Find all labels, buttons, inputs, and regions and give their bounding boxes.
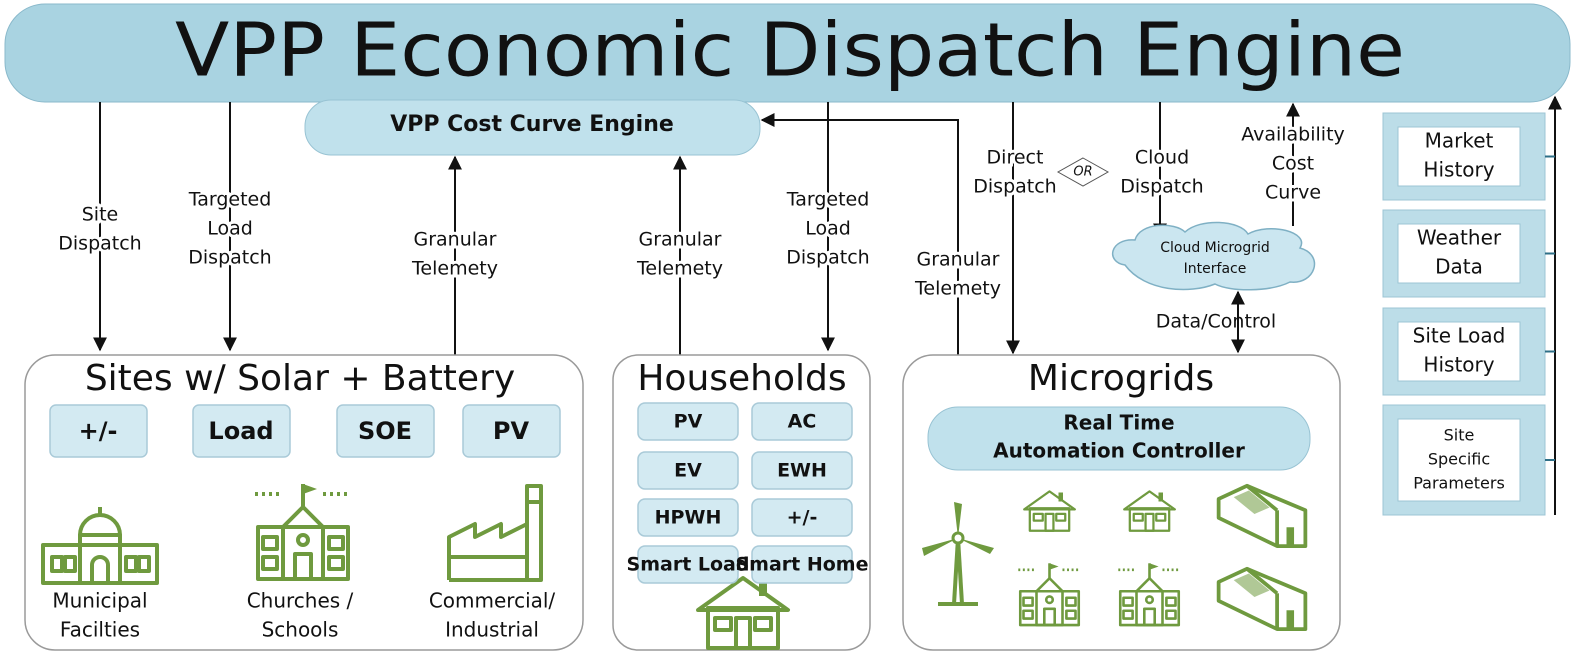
flow-label: Dispatch <box>58 233 141 255</box>
tile-label: HPWH <box>655 507 722 529</box>
flow-label: Dispatch <box>1120 176 1203 198</box>
input-label: Weather <box>1417 226 1502 250</box>
flow-label: Targeted <box>786 189 870 211</box>
flow-label: Site <box>82 204 118 226</box>
tile-label: Smart Home <box>735 554 868 576</box>
flow-label: Dispatch <box>786 247 869 269</box>
cost-curve-label: VPP Cost Curve Engine <box>390 112 674 137</box>
tile-label: SOE <box>358 417 412 445</box>
site-label: Industrial <box>445 618 539 642</box>
flow-label: Telemety <box>411 258 498 280</box>
input-label: Site <box>1444 426 1475 445</box>
or-label: OR <box>1073 165 1092 180</box>
tile-label: PV <box>493 417 530 445</box>
flow-label: Dispatch <box>188 247 271 269</box>
tile-label: EV <box>674 460 702 482</box>
input-label: Site Load <box>1413 324 1506 348</box>
flow-label: Granular <box>917 249 1000 271</box>
page: {"header": {"title": "VPP Economic Dispa… <box>0 0 1575 661</box>
tile-label: +/- <box>787 507 818 529</box>
flow-label: Telemety <box>636 258 723 280</box>
flow-label: Curve <box>1265 182 1321 204</box>
title: VPP Economic Dispatch Engine <box>175 8 1405 94</box>
diagram: VPP Economic Dispatch Engine VPP Cost Cu… <box>0 0 1575 661</box>
controller-label: Automation Controller <box>993 439 1245 463</box>
cloud-label: Cloud Microgrid <box>1160 240 1270 256</box>
input-label: Market <box>1425 129 1494 153</box>
flow-label: Load <box>805 218 851 240</box>
input-label: Data <box>1435 255 1483 279</box>
flow-label: Load <box>207 218 253 240</box>
site-label: Municipal <box>52 589 147 613</box>
flow-label: Dispatch <box>973 176 1056 198</box>
group-title: Sites w/ Solar + Battery <box>85 358 515 399</box>
site-label: Commercial/ <box>429 589 556 613</box>
site-label: Facilties <box>60 618 140 642</box>
flow-label: Cost <box>1272 153 1314 175</box>
cloud-label: Interface <box>1184 261 1247 277</box>
site-label: Schools <box>262 618 339 642</box>
input-label: Parameters <box>1413 474 1505 493</box>
tile-label: Load <box>208 417 273 445</box>
group-title: Households <box>637 358 846 399</box>
flow-label: Granular <box>639 229 722 251</box>
input-label: Specific <box>1428 450 1490 469</box>
group-title: Microgrids <box>1028 358 1214 399</box>
input-label: History <box>1423 158 1494 182</box>
input-label: History <box>1423 353 1494 377</box>
tile-label: AC <box>788 411 817 433</box>
tile-label: PV <box>674 411 703 433</box>
site-label: Churches / <box>247 589 354 613</box>
flow-label: Granular <box>414 229 497 251</box>
tile-label: +/- <box>79 417 118 445</box>
cloud <box>1113 222 1315 289</box>
controller-label: Real Time <box>1063 411 1174 435</box>
data-control-label: Data/Control <box>1156 311 1276 333</box>
flow-label: Telemety <box>914 278 1001 300</box>
flow-label: Cloud <box>1135 147 1189 169</box>
flow-label: Targeted <box>188 189 272 211</box>
tile-label: EWH <box>777 460 827 482</box>
flow-label: Availability <box>1241 124 1345 146</box>
tile-label: Smart Load <box>627 554 750 576</box>
flow-label: Direct <box>987 147 1044 169</box>
arrow <box>762 120 958 355</box>
